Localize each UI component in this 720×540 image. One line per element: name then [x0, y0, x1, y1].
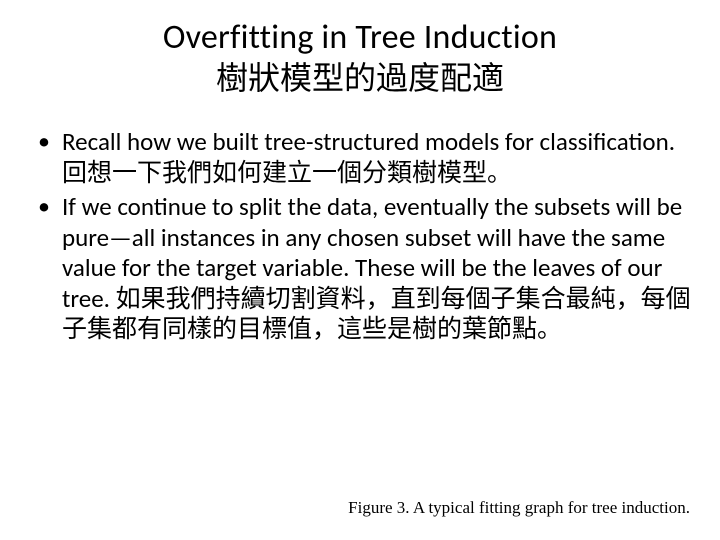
slide-title-english: Overfitting in Tree Induction — [28, 18, 692, 57]
slide-title-chinese: 樹狀模型的過度配適 — [28, 59, 692, 97]
bullet-list: Recall how we built tree-structured mode… — [28, 127, 692, 345]
list-item: Recall how we built tree-structured mode… — [32, 127, 692, 188]
figure-caption: Figure 3. A typical fitting graph for tr… — [348, 498, 690, 518]
list-item: If we continue to split the data, eventu… — [32, 192, 692, 345]
